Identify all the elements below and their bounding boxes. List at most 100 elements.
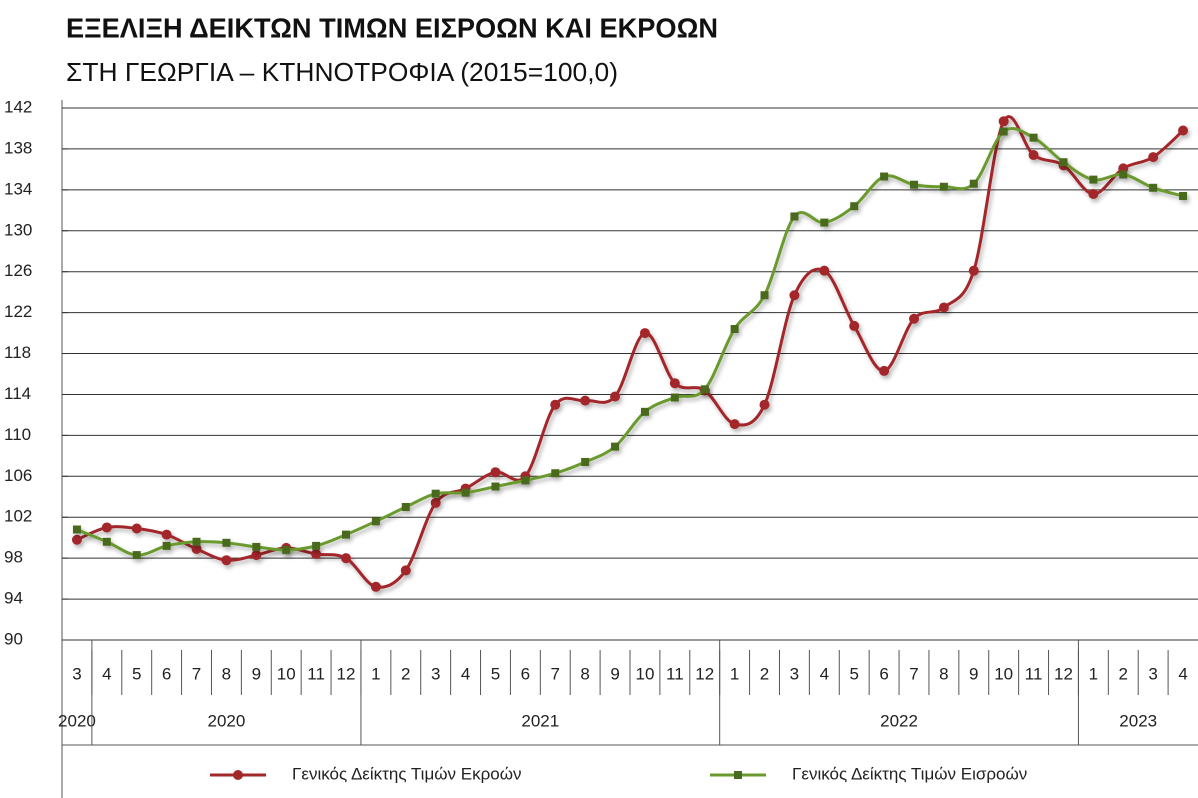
x-tick-label: 6 xyxy=(879,664,888,683)
legend-label: Γενικός Δείκτης Τιμών Εκροών xyxy=(292,764,522,783)
point xyxy=(909,313,919,324)
x-tick-label: 7 xyxy=(192,664,201,683)
point xyxy=(581,457,590,466)
point xyxy=(251,550,262,561)
point xyxy=(789,290,800,301)
y-tick-label: 134 xyxy=(4,179,32,198)
series-line xyxy=(76,127,1184,557)
x-tick-label: 10 xyxy=(994,664,1013,683)
y-tick-label: 98 xyxy=(4,548,23,567)
point xyxy=(1179,191,1188,200)
point xyxy=(1148,152,1159,163)
point xyxy=(938,302,949,313)
y-tick-label: 126 xyxy=(4,261,32,280)
point xyxy=(611,442,620,451)
point xyxy=(610,391,621,402)
x-tick-label: 4 xyxy=(1178,664,1187,683)
point xyxy=(191,543,202,554)
x-tick-label: 9 xyxy=(252,664,261,683)
year-label: 2021 xyxy=(521,711,559,730)
point xyxy=(71,534,82,545)
x-tick-label: 11 xyxy=(307,664,325,683)
x-tick-label: 3 xyxy=(1148,664,1157,683)
x-tick-label: 4 xyxy=(461,664,470,683)
point xyxy=(431,489,440,498)
point xyxy=(730,324,739,333)
y-tick-label: 122 xyxy=(4,302,32,321)
point xyxy=(1059,158,1068,167)
point xyxy=(371,517,380,526)
point xyxy=(1088,188,1099,199)
x-tick-label: 9 xyxy=(969,664,978,683)
point xyxy=(102,537,111,546)
y-tick-label: 94 xyxy=(4,589,23,608)
x-tick-label: 10 xyxy=(277,664,296,683)
series xyxy=(72,127,1188,560)
x-tick-label: 2 xyxy=(401,664,410,683)
x-tick-label: 5 xyxy=(491,664,500,683)
x-tick-label: 6 xyxy=(521,664,530,683)
point xyxy=(1089,175,1098,184)
x-tick-label: 3 xyxy=(431,664,440,683)
y-tick-label: 90 xyxy=(4,629,23,648)
x-tick-label: 2 xyxy=(1119,664,1128,683)
point xyxy=(252,542,261,551)
point xyxy=(312,541,321,550)
point xyxy=(221,555,232,566)
x-tick-label: 5 xyxy=(132,664,141,683)
x-tick-label: 12 xyxy=(337,664,356,683)
point xyxy=(968,265,979,276)
point xyxy=(491,482,500,491)
point xyxy=(521,476,530,485)
point xyxy=(669,378,680,389)
x-tick-label: 2 xyxy=(760,664,769,683)
x-tick-label: 12 xyxy=(1054,664,1073,683)
point xyxy=(998,116,1009,127)
point xyxy=(969,179,978,188)
y-tick-label: 106 xyxy=(4,466,32,485)
point xyxy=(550,399,561,410)
x-tick-label: 7 xyxy=(551,664,560,683)
point xyxy=(670,393,679,402)
x-tick-label: 8 xyxy=(222,664,231,683)
point xyxy=(939,182,948,191)
point xyxy=(430,497,441,508)
x-tick-label: 4 xyxy=(820,664,829,683)
point xyxy=(311,549,322,560)
chart-subtitle: ΣΤΗ ΓΕΩΡΓΙΑ – ΚΤΗΝΟΤΡΟΦΙΑ (2015=100,0) xyxy=(66,57,618,87)
point xyxy=(640,407,649,416)
x-tick-label: 11 xyxy=(1025,664,1043,683)
point xyxy=(131,523,142,534)
legend-label: Γενικός Δείκτης Τιμών Εισροών xyxy=(792,764,1027,783)
point xyxy=(580,395,591,406)
legend-marker xyxy=(734,771,742,779)
point xyxy=(192,537,201,546)
point xyxy=(850,202,859,211)
point xyxy=(490,467,501,478)
y-tick-label: 142 xyxy=(4,97,32,116)
point xyxy=(879,365,890,376)
series-line xyxy=(76,115,1185,589)
point xyxy=(370,581,381,592)
point xyxy=(161,529,172,540)
point xyxy=(222,538,231,547)
point xyxy=(162,541,171,550)
point xyxy=(282,545,291,554)
y-tick-label: 118 xyxy=(4,343,31,362)
point xyxy=(760,291,769,300)
point xyxy=(790,212,799,221)
point xyxy=(700,385,709,394)
series xyxy=(71,115,1189,592)
x-tick-label: 4 xyxy=(102,664,111,683)
x-tick-label: 9 xyxy=(610,664,619,683)
point xyxy=(1149,183,1158,192)
x-tick-label: 10 xyxy=(635,664,654,683)
point xyxy=(1029,133,1038,142)
point xyxy=(999,127,1008,136)
point xyxy=(820,218,829,227)
x-tick-label: 8 xyxy=(580,664,589,683)
point xyxy=(880,172,889,181)
point xyxy=(759,399,770,410)
year-label: 2020 xyxy=(58,711,96,730)
